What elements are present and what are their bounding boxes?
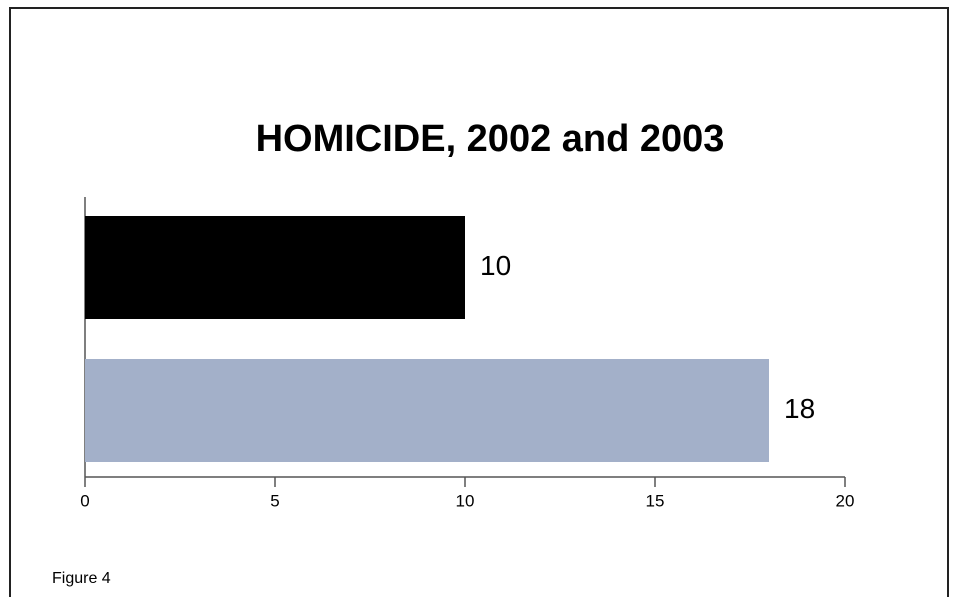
x-tick-label: 15 bbox=[646, 491, 665, 510]
frame bbox=[9, 7, 949, 597]
x-axis: 0 5 10 15 20 bbox=[80, 476, 855, 510]
x-tick-label: 10 bbox=[456, 491, 475, 510]
bar bbox=[85, 216, 465, 319]
x-tick-label: 0 bbox=[80, 491, 89, 510]
value-label: 10 bbox=[480, 250, 511, 281]
x-tick-label: 5 bbox=[270, 491, 279, 510]
x-tick-label: 20 bbox=[836, 491, 855, 510]
caption: Figure 4 bbox=[52, 570, 111, 587]
value-label: 18 bbox=[784, 393, 815, 424]
bar bbox=[85, 359, 769, 462]
chart-title: HOMICIDE, 2002 and 2003 bbox=[256, 118, 725, 160]
